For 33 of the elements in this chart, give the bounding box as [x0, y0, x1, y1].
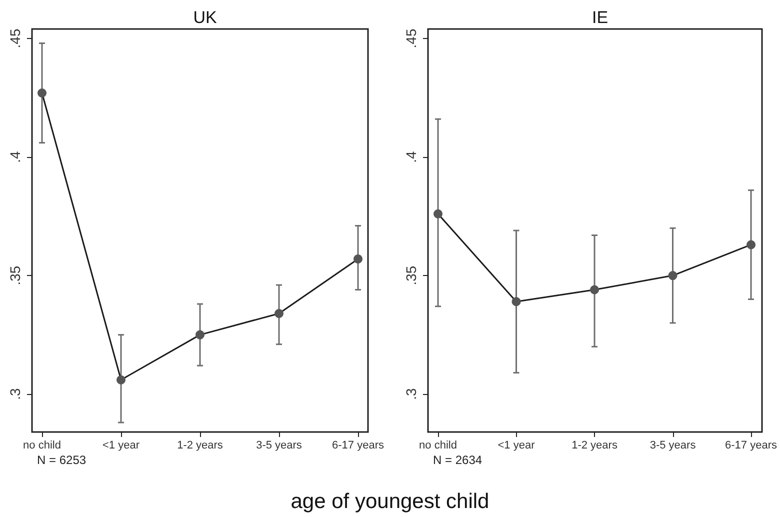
x-axis-title: age of youngest child [290, 490, 490, 514]
point [116, 375, 126, 384]
point [274, 308, 284, 318]
y-tick-label: .35 [7, 266, 23, 286]
point [590, 285, 600, 294]
x-tick-label: 6-17 years [332, 440, 384, 452]
x-tick-label: 1-2 years [177, 440, 224, 452]
point [746, 240, 756, 250]
point [354, 254, 362, 264]
y-tick-label: .45 [403, 28, 419, 48]
y-tick-label: .3 [7, 388, 23, 400]
point [38, 88, 46, 98]
x-tick-label: <1 year [498, 440, 536, 452]
y-tick-label: .4 [7, 150, 23, 163]
x-tick-label: 3-5 years [256, 440, 302, 452]
point [196, 330, 204, 340]
y-tick-label: .45 [7, 28, 23, 48]
x-tick-label: 6-17 years [725, 440, 778, 452]
y-tick-label: .4 [403, 150, 419, 163]
x-tick-label: <1 year [102, 440, 140, 452]
x-tick-label: no child [419, 440, 457, 452]
y-tick-label: .3 [403, 388, 419, 400]
chart-title: UK [193, 8, 218, 27]
y-tick-label: .35 [403, 266, 419, 286]
text: N = 6253 [37, 453, 86, 467]
x-tick-label: 3-5 years [650, 440, 696, 452]
x-tick-label: 1-2 years [572, 440, 618, 452]
chart-title: IE [592, 8, 608, 27]
point [668, 271, 678, 280]
point [512, 297, 521, 306]
text: N = 2634 [433, 453, 482, 467]
point [434, 209, 442, 218]
x-tick-label: no child [23, 440, 61, 452]
